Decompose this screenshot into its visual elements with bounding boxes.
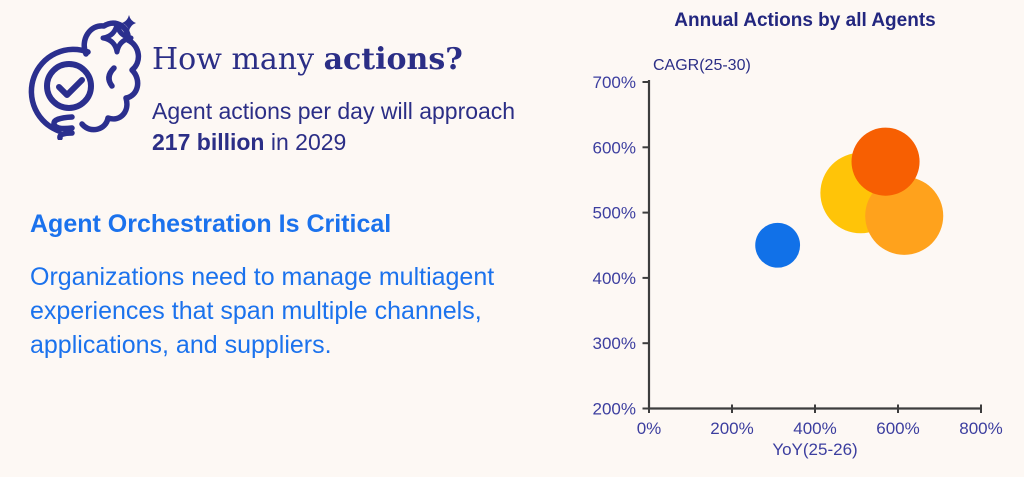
section-headline: Agent Orchestration Is Critical: [30, 210, 392, 238]
x-tick-label: 600%: [876, 419, 919, 438]
subtitle: Agent actions per day will approach 217 b…: [152, 96, 515, 158]
y-tick-label: 400%: [593, 269, 636, 288]
y-tick-label: 600%: [593, 138, 636, 157]
bulb-base-line-2: [57, 130, 75, 141]
x-tick-label: 200%: [710, 419, 753, 438]
subtitle-line-2: 217 billion in 2029: [152, 127, 515, 158]
chart-title: Annual Actions by all Agents: [674, 10, 935, 31]
title-regular: How many: [152, 42, 324, 77]
subtitle-217-billion: 217 billion: [152, 129, 265, 155]
darkorange-agent-bubble: [851, 127, 920, 196]
x-axis-label: YoY(25-26): [772, 440, 857, 459]
y-tick-label: 700%: [593, 73, 636, 92]
brain-outline: [79, 20, 142, 133]
blue-agent-bubble: [755, 222, 801, 268]
axis-lines: [647, 80, 981, 410]
body-text: Organizations need to manage multiagent e…: [30, 260, 494, 362]
check-icon: [56, 77, 85, 98]
x-tick-label: 0%: [637, 419, 662, 438]
bulb-base-line-1: [51, 114, 75, 132]
body-line-1: Organizations need to manage multiagent: [30, 263, 495, 291]
bubble-chart: 200% 300% 400% 500% 600% 700% 0% 200% 400% 600% 80…: [580, 0, 1024, 477]
brain-fold: [106, 65, 117, 89]
subtitle-line-2-rest: in 2029: [264, 129, 347, 155]
y-axis-label: CAGR(25-30): [653, 57, 751, 74]
x-tick-label: 800%: [959, 419, 1002, 438]
body-line-3: applications, and suppliers.: [30, 331, 332, 359]
x-tick-label: 400%: [793, 419, 836, 438]
y-tick-label: 300%: [593, 334, 636, 353]
y-tick-label: 500%: [593, 204, 636, 223]
subtitle-line-1: Agent actions per day will approach: [152, 98, 516, 124]
page-title: How many actions?: [152, 42, 463, 77]
sparkle-icon: [100, 21, 134, 55]
body-line-2: experiences that span multiple channels,: [30, 297, 482, 325]
sparkle-small-icon: [122, 15, 136, 31]
title-bold: actions?: [323, 42, 463, 77]
orange-agent-bubble: [865, 176, 944, 255]
bulb-arc: [28, 46, 91, 134]
y-tick-label: 200%: [593, 400, 636, 419]
check-circle: [44, 61, 94, 111]
ai-brain-lightbulb-icon: [26, 12, 146, 141]
